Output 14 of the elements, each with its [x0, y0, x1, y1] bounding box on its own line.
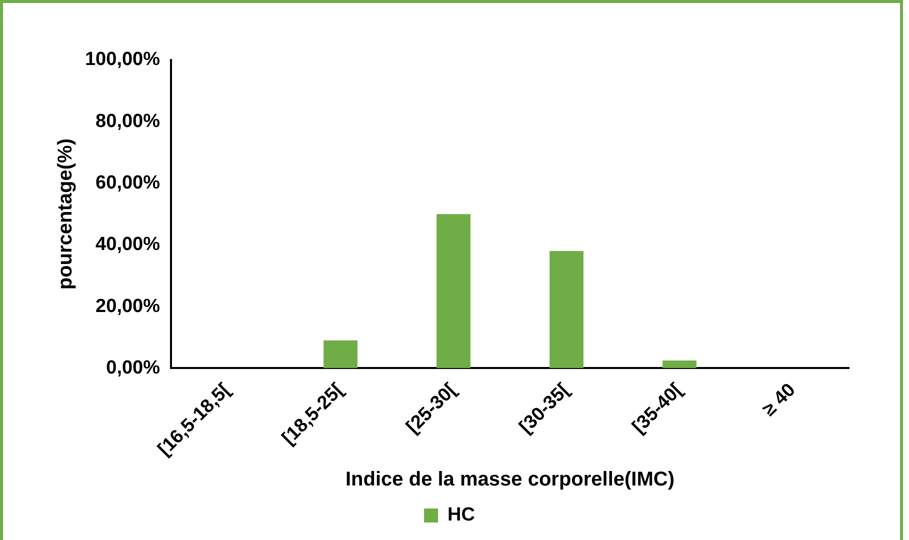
y-tick-label: 80,00% — [96, 110, 160, 132]
bar — [662, 360, 696, 368]
x-axis-title: Indice de la masse corporelle(IMC) — [346, 468, 675, 491]
y-tick-label: 100,00% — [84, 49, 160, 70]
bar — [436, 214, 470, 368]
bar — [324, 340, 358, 368]
legend-label: HC — [448, 504, 476, 526]
y-tick-label: 20,00% — [96, 296, 160, 317]
y-tick-label: 60,00% — [96, 172, 160, 194]
x-tick-label: ≥ 40 — [758, 380, 800, 421]
y-tick-label: 40,00% — [96, 234, 160, 256]
bar — [550, 251, 584, 368]
y-tick-label: 0,00% — [106, 357, 160, 378]
y-axis-title: pourcentage(%) — [54, 138, 77, 290]
